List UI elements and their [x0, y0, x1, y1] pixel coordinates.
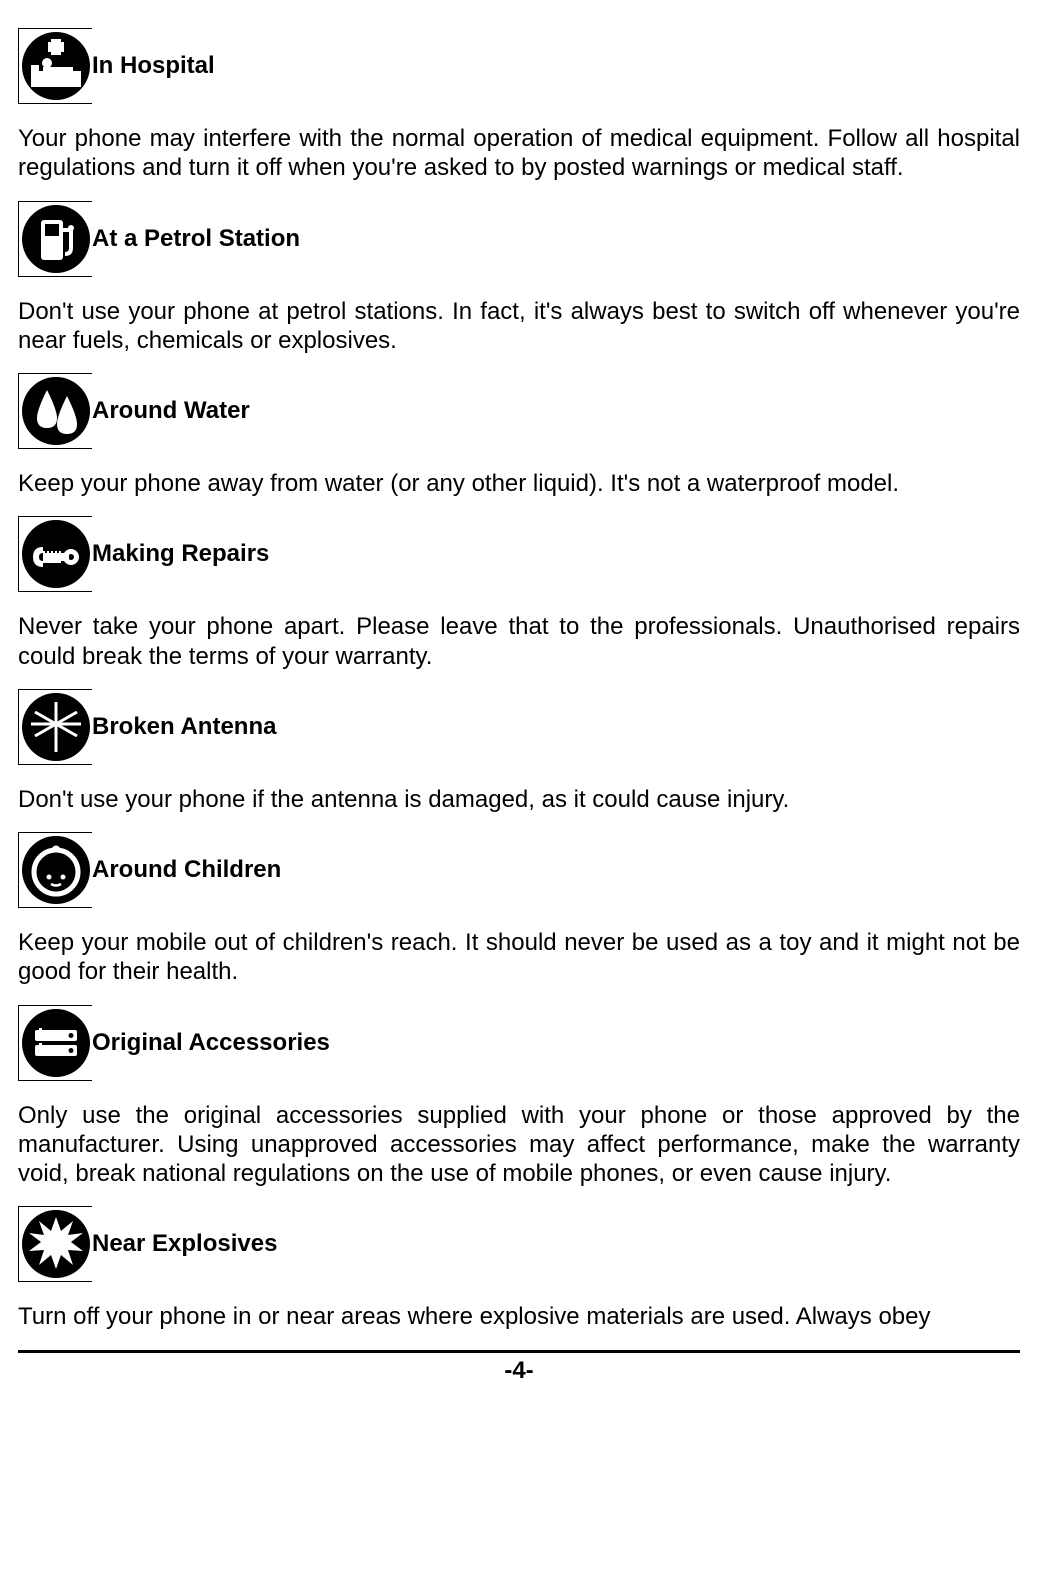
section-antenna: Broken Antenna Don't use your phone if t…: [18, 689, 1020, 814]
water-icon: [18, 373, 92, 449]
section-body: Keep your phone away from water (or any …: [18, 469, 1020, 498]
section-title: At a Petrol Station: [92, 225, 300, 253]
section-body: Your phone may interfere with the normal…: [18, 124, 1020, 183]
section-header: Making Repairs: [18, 516, 1020, 592]
page-number: -4-: [0, 1353, 1038, 1399]
section-body: Don't use your phone if the antenna is d…: [18, 785, 1020, 814]
section-title: Around Water: [92, 397, 250, 425]
accessories-icon: [18, 1005, 92, 1081]
antenna-icon: [18, 689, 92, 765]
section-title: Around Children: [92, 856, 281, 884]
section-repairs: Making Repairs Never take your phone apa…: [18, 516, 1020, 671]
section-body: Only use the original accessories suppli…: [18, 1101, 1020, 1189]
section-body: Never take your phone apart. Please leav…: [18, 612, 1020, 671]
section-header: Around Children: [18, 832, 1020, 908]
section-children: Around Children Keep your mobile out of …: [18, 832, 1020, 987]
repairs-icon: [18, 516, 92, 592]
section-body: Don't use your phone at petrol stations.…: [18, 297, 1020, 356]
explosives-icon: [18, 1206, 92, 1282]
section-explosives: Near Explosives Turn off your phone in o…: [18, 1206, 1020, 1331]
section-accessories: Original Accessories Only use the origin…: [18, 1005, 1020, 1189]
section-header: Original Accessories: [18, 1005, 1020, 1081]
section-title: Making Repairs: [92, 540, 269, 568]
section-body: Keep your mobile out of children's reach…: [18, 928, 1020, 987]
section-header: Broken Antenna: [18, 689, 1020, 765]
children-icon: [18, 832, 92, 908]
petrol-icon: [18, 201, 92, 277]
section-title: Broken Antenna: [92, 713, 276, 741]
section-header: In Hospital: [18, 28, 1020, 104]
section-header: Around Water: [18, 373, 1020, 449]
section-title: Near Explosives: [92, 1230, 277, 1258]
section-hospital: In Hospital Your phone may interfere wit…: [18, 28, 1020, 183]
page-content: In Hospital Your phone may interfere wit…: [0, 0, 1038, 1332]
hospital-icon: [18, 28, 92, 104]
section-title: In Hospital: [92, 52, 215, 80]
section-title: Original Accessories: [92, 1029, 330, 1057]
section-water: Around Water Keep your phone away from w…: [18, 373, 1020, 498]
section-header: Near Explosives: [18, 1206, 1020, 1282]
section-petrol: At a Petrol Station Don't use your phone…: [18, 201, 1020, 356]
section-header: At a Petrol Station: [18, 201, 1020, 277]
section-body: Turn off your phone in or near areas whe…: [18, 1302, 1020, 1331]
